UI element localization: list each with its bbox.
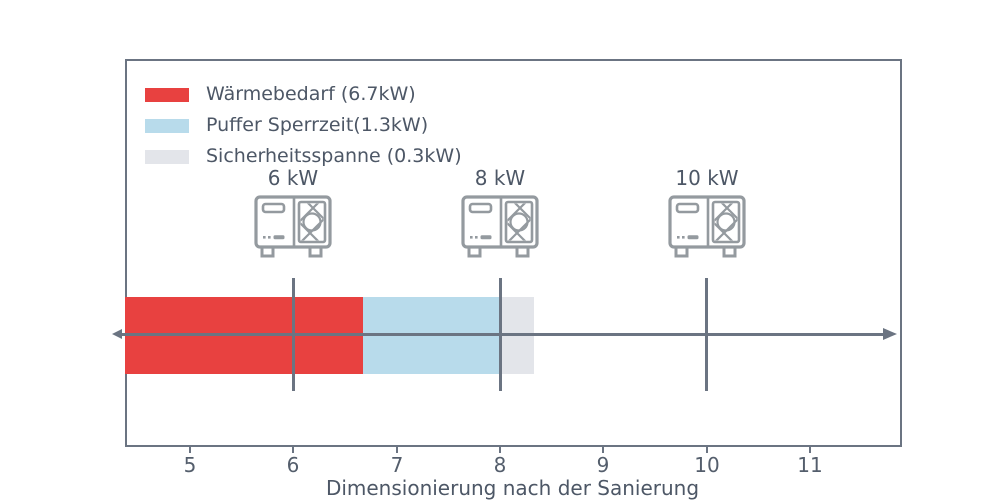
x-tick — [189, 445, 191, 453]
x-tick-label: 8 — [493, 453, 507, 477]
heat-pump-icon — [253, 194, 333, 258]
legend: Wärmebedarf (6.7kW) Puffer Sperrzeit(1.3… — [145, 79, 462, 172]
x-tick-label: 7 — [390, 453, 404, 477]
x-tick — [602, 445, 604, 453]
heat-pump-icon — [460, 194, 540, 258]
x-tick — [706, 445, 708, 453]
x-tick-label: 11 — [797, 453, 823, 477]
pump-capacity-label: 10 kW — [675, 166, 739, 190]
legend-item-puffer-sperrzeit: Puffer Sperrzeit(1.3kW) — [145, 110, 462, 141]
pump-option-6kw: 6 kW — [223, 166, 363, 258]
x-tick — [809, 445, 811, 453]
legend-label: Wärmebedarf (6.7kW) — [206, 83, 416, 105]
x-tick — [499, 445, 501, 453]
marker-line-8kw — [499, 278, 502, 391]
plot-border — [125, 59, 902, 447]
x-tick — [396, 445, 398, 453]
legend-label: Sicherheitsspanne (0.3kW) — [206, 145, 462, 167]
marker-line-6kw — [292, 278, 295, 391]
axis-arrowhead-right — [883, 328, 897, 340]
legend-label: Puffer Sperrzeit(1.3kW) — [206, 114, 429, 136]
pump-capacity-label: 6 kW — [267, 166, 319, 190]
pump-option-8kw: 8 kW — [430, 166, 570, 258]
x-tick-label: 9 — [596, 453, 610, 477]
legend-swatch-blue — [145, 118, 189, 133]
x-axis-title: Dimensionierung nach der Sanierung — [325, 476, 700, 500]
legend-swatch-red — [145, 87, 189, 102]
legend-item-sicherheitsspanne: Sicherheitsspanne (0.3kW) — [145, 141, 462, 172]
legend-item-waermebedarf: Wärmebedarf (6.7kW) — [145, 79, 462, 110]
x-tick-label: 5 — [183, 453, 197, 477]
legend-swatch-gray — [145, 149, 189, 164]
pump-capacity-label: 8 kW — [474, 166, 526, 190]
x-tick-label: 10 — [694, 453, 720, 477]
pump-option-10kw: 10 kW — [637, 166, 777, 258]
x-tick-label: 6 — [286, 453, 300, 477]
power-axis-line — [117, 333, 887, 336]
x-tick — [292, 445, 294, 453]
axis-arrowhead-left — [112, 329, 122, 339]
heat-pump-icon — [667, 194, 747, 258]
marker-line-10kw — [705, 278, 708, 391]
